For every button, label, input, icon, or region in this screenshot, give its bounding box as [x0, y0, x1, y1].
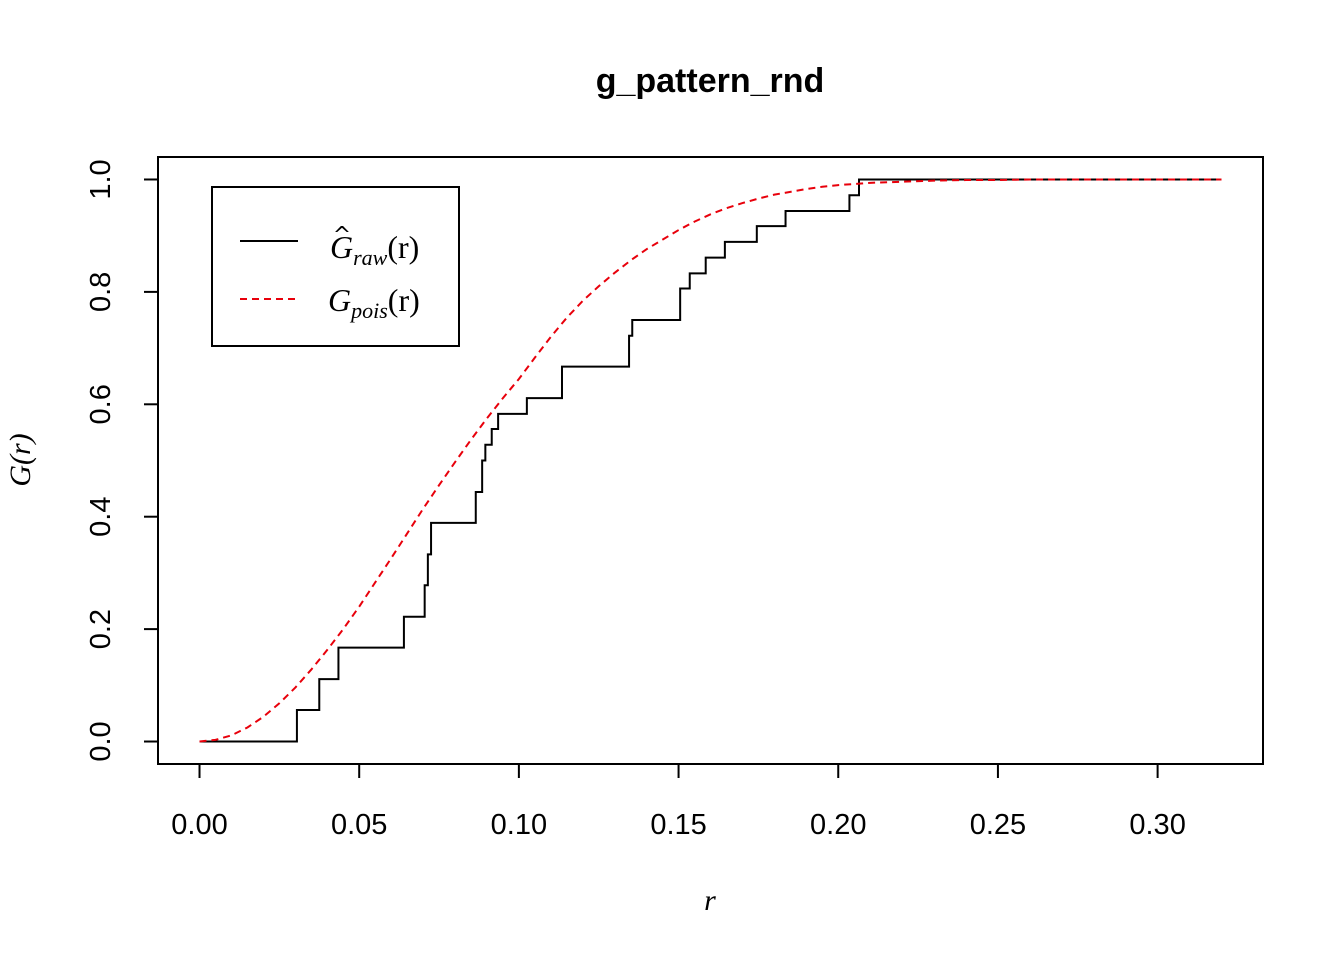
legend-subscript-pois: pois: [349, 298, 388, 323]
y-tick-label: 0.0: [85, 721, 117, 761]
legend-symbol-pois: G: [328, 282, 351, 318]
legend-arg-pois: (r): [388, 282, 420, 318]
x-tick-label: 0.15: [650, 809, 706, 841]
series-line-0: [199, 178, 1222, 743]
x-tick-label: 0.10: [491, 809, 547, 841]
legend-hat-raw: ^: [333, 223, 351, 248]
x-axis: 0.00 0.05 0.10 0.15 0.20 0.25 0.30: [171, 763, 1186, 841]
legend-box: [211, 186, 460, 347]
x-tick-label: 0.00: [171, 809, 227, 841]
x-tick-label: 0.25: [970, 809, 1026, 841]
legend-subscript-raw: raw: [353, 245, 388, 270]
chart-title: g_pattern_rnd: [596, 62, 825, 100]
x-axis-label: r: [704, 884, 716, 917]
y-axis-label: G(r): [4, 433, 37, 486]
y-tick-label: 0.6: [85, 384, 117, 424]
y-axis: 0.0 0.2 0.4 0.6 0.8 1.0: [85, 159, 159, 762]
legend-symbol-raw: G: [330, 229, 353, 265]
x-tick-label: 0.20: [810, 809, 866, 841]
series-layer: [199, 178, 1222, 743]
y-tick-label: 0.8: [85, 272, 117, 312]
legend-label-pois: Gpois(r): [328, 282, 420, 323]
legend: Graw(r) ^ Gpois(r): [211, 186, 460, 347]
x-tick-label: 0.30: [1129, 809, 1185, 841]
y-tick-label: 0.2: [85, 609, 117, 649]
y-tick-label: 1.0: [85, 159, 117, 199]
y-tick-label: 0.4: [85, 497, 117, 537]
legend-label-raw: Graw(r): [330, 229, 419, 270]
legend-arg-raw: (r): [387, 229, 419, 265]
series-line-1: [199, 178, 1222, 743]
x-tick-label: 0.05: [331, 809, 387, 841]
